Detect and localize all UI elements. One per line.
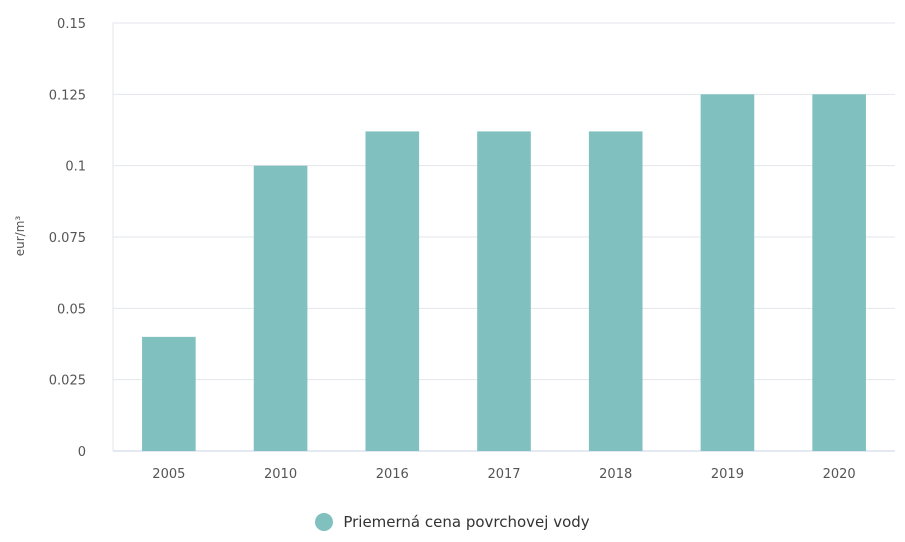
legend[interactable]: Priemerná cena povrchovej vody [0,513,905,531]
bar-2016[interactable] [365,131,420,451]
y-tick-label: 0.15 [57,17,86,32]
bar-2005[interactable] [142,336,196,451]
y-tick-label: 0.05 [57,302,86,317]
bar-2018[interactable] [588,131,643,451]
bar-2017[interactable] [477,131,531,451]
x-tick-label: 2016 [376,467,409,482]
x-tick-label: 2019 [711,467,744,482]
bar-2019[interactable] [700,94,755,451]
y-axis-label: eur/m³ [13,216,27,257]
legend-swatch-icon [315,513,334,531]
bar-2010[interactable] [253,165,308,451]
legend-label: Priemerná cena povrchovej vody [343,513,590,531]
x-tick-label: 2017 [487,467,520,482]
x-tick-label: 2005 [152,467,185,482]
y-tick-label: 0.075 [49,231,86,246]
y-tick-label: 0.025 [49,374,86,389]
x-tick-label: 2018 [599,467,632,482]
y-tick-label: 0.1 [65,160,86,175]
x-tick-label: 2020 [823,467,856,482]
bars [142,94,866,451]
y-tick-label: 0.125 [49,88,86,103]
bar-2020[interactable] [812,94,866,451]
y-axis-ticks: 0 0.025 0.05 0.075 0.1 0.125 0.15 [49,17,86,460]
x-axis-ticks: 2005 2010 2016 2017 2018 2019 2020 [152,467,855,482]
x-tick-label: 2010 [264,467,297,482]
y-tick-label: 0 [78,445,86,460]
